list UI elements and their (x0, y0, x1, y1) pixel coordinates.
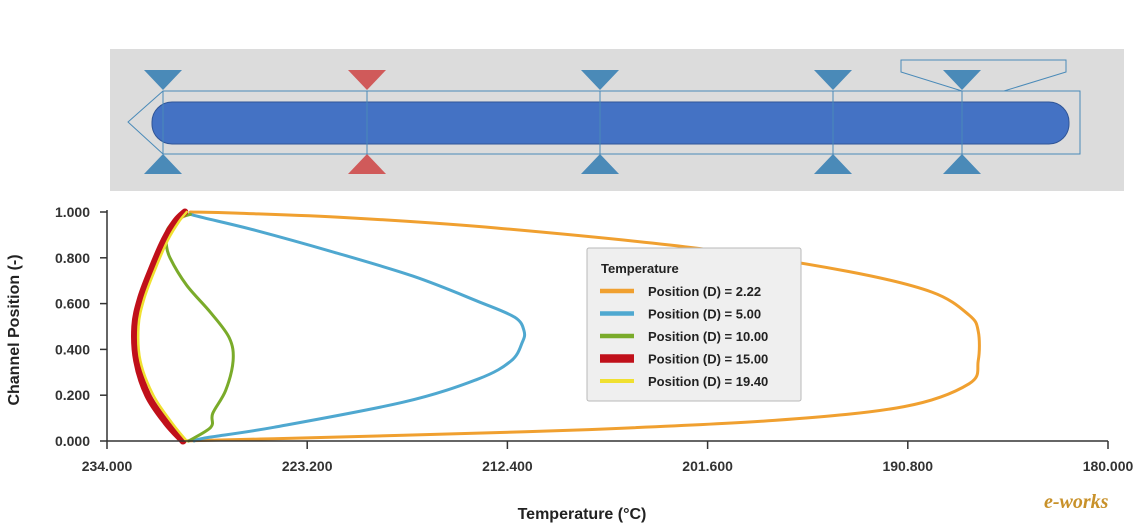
schematic-panel (110, 49, 1124, 191)
legend-label: Position (D) = 10.00 (648, 329, 768, 344)
x-ticks: 234.000 223.200 212.400 201.600 190.800 180.0… (82, 441, 1134, 474)
series-line-5 (136, 210, 188, 443)
series-line-3 (164, 212, 235, 443)
legend-item: Position (D) = 5.00 (600, 307, 761, 322)
gate-4-marker (814, 70, 852, 174)
e-works-logo-text: e-works (1044, 491, 1109, 513)
x-tick-label: 201.600 (682, 458, 733, 474)
legend-item: Position (D) = 10.00 (600, 329, 768, 344)
y-ticks: 0.000 0.200 0.400 0.600 0.800 1.000 (55, 204, 107, 449)
legend-item: Position (D) = 15.00 (600, 352, 768, 367)
legend-label: Position (D) = 19.40 (648, 374, 768, 389)
x-tick-label: 190.800 (882, 458, 933, 474)
gate-5-bottom-triangle (943, 154, 981, 174)
legend-title: Temperature (601, 261, 679, 276)
y-axis-title: Channel Position (-) (6, 254, 23, 405)
x-axis-title: Temperature (°C) (518, 506, 647, 523)
y-tick-label: 0.800 (55, 250, 90, 266)
channel-bar (151, 101, 1070, 145)
y-tick-label: 0.200 (55, 387, 90, 403)
e-works-logo: e-works (1044, 491, 1109, 513)
chart: 234.000 223.200 212.400 201.600 190.800 180.0… (6, 204, 1134, 523)
gate-5-top-triangle (943, 70, 981, 90)
gate-4-bottom-triangle (814, 154, 852, 174)
legend: Temperature Position (D) = 2.22Position … (586, 247, 802, 402)
legend-label: Position (D) = 15.00 (648, 352, 768, 367)
x-tick-label: 212.400 (482, 458, 533, 474)
gate-4-top-triangle (814, 70, 852, 90)
series-layer (131, 208, 981, 445)
legend-item: Position (D) = 19.40 (600, 374, 768, 389)
y-tick-label: 0.000 (55, 433, 90, 449)
legend-item: Position (D) = 2.22 (600, 284, 761, 299)
series-line-1 (179, 210, 981, 443)
x-tick-label: 180.000 (1083, 458, 1134, 474)
legend-items: Position (D) = 2.22 Position (D) = 5.00 Po… (600, 284, 768, 389)
gate-1-marker (144, 70, 182, 174)
series-line-2 (188, 212, 527, 443)
gate-2-marker (348, 70, 386, 174)
legend-label: Position (D) = 5.00 (648, 307, 761, 322)
y-tick-label: 1.000 (55, 204, 90, 220)
legend-label: Position (D) = 2.22 (648, 284, 761, 299)
gate-2-bottom-triangle (348, 154, 386, 174)
x-tick-label: 223.200 (282, 458, 333, 474)
gate-3-bottom-triangle (581, 154, 619, 174)
legend-box (586, 247, 802, 402)
gate-3-marker (581, 70, 619, 174)
y-tick-label: 0.600 (55, 296, 90, 312)
gate-1-top-triangle (144, 70, 182, 90)
gate-3-top-triangle (581, 70, 619, 90)
gate-markers (144, 70, 981, 174)
y-tick-label: 0.400 (55, 341, 90, 357)
gate-2-top-triangle (348, 70, 386, 90)
x-tick-label: 234.000 (82, 458, 133, 474)
series-line-4 (131, 208, 189, 445)
gate-5-marker (943, 70, 981, 174)
gate-1-bottom-triangle (144, 154, 182, 174)
